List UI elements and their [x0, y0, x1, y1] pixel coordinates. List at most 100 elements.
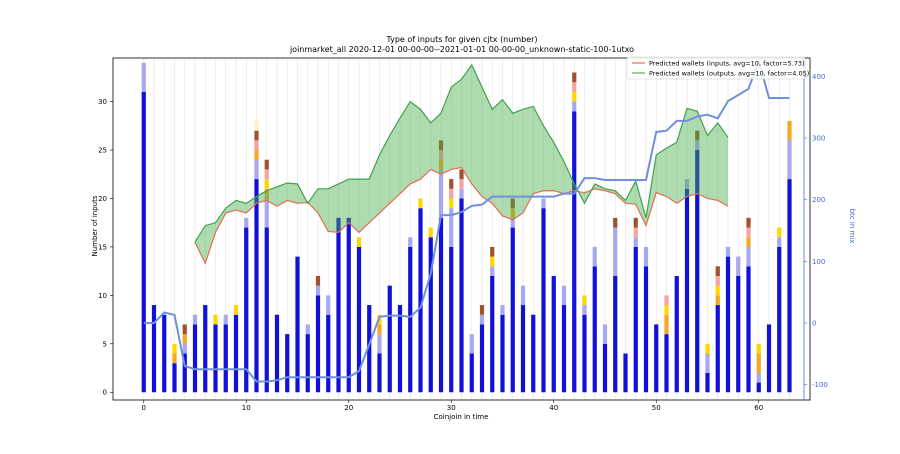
bar-segment [572, 101, 577, 112]
bar-segment [264, 198, 269, 228]
bar-segment [674, 275, 679, 393]
y2-tick-label: -100 [812, 381, 828, 389]
bar-segment [449, 188, 454, 199]
bar-segment [182, 324, 187, 335]
bar-segment [510, 227, 515, 393]
bar-segment [479, 305, 485, 315]
bar-segment [172, 343, 177, 354]
bar-segment [551, 275, 556, 393]
bar-segment [643, 266, 649, 393]
bar-segment [633, 227, 638, 238]
x-axis-label: Coinjoin in time [434, 413, 489, 421]
bar-segment [377, 334, 382, 354]
y-tick-label: 10 [98, 292, 107, 300]
bar-segment [213, 324, 218, 393]
bar-segment [141, 91, 146, 393]
bar-segment [264, 188, 269, 199]
bar-segment [408, 237, 413, 247]
bar-segment [459, 179, 464, 189]
bar-segment [469, 334, 474, 354]
bar-segment [787, 120, 792, 141]
bar-segment [572, 72, 577, 83]
bar-segment [459, 169, 464, 180]
bar-segment [664, 334, 669, 393]
bar-segment [510, 198, 515, 209]
x-tick-label: 30 [447, 404, 456, 412]
bar-segment [520, 305, 526, 393]
btc-in-mix-line [143, 57, 790, 383]
bar-segment [254, 130, 259, 141]
bar-segment [500, 305, 505, 315]
bar-segment [736, 275, 741, 393]
bar-segment [418, 208, 423, 393]
bar-segment [541, 198, 546, 209]
bar-segment [151, 305, 157, 393]
series-lines [143, 57, 790, 383]
bar-segment [295, 256, 300, 393]
bar-segment [203, 305, 208, 393]
bar-segment [305, 334, 310, 393]
y-tick-label: 25 [98, 147, 107, 155]
bar-segment [572, 111, 577, 393]
bar-segment [490, 246, 495, 257]
bar-segment [746, 266, 751, 393]
y-tick-label: 20 [98, 195, 107, 203]
bar-segment [777, 227, 782, 238]
bar-segment [408, 246, 413, 393]
bar-segment [182, 343, 187, 354]
bar-segment [715, 295, 720, 306]
stacked-bars [141, 62, 792, 393]
bar-segment [756, 372, 761, 383]
bar-segment [387, 285, 392, 393]
x-tick-label: 40 [549, 404, 558, 412]
bar-segment [479, 324, 485, 393]
bar-segment [777, 237, 782, 247]
bar-segment [592, 246, 597, 267]
bar-segment [469, 353, 474, 393]
bar-segment [582, 295, 587, 306]
bar-segment [602, 343, 608, 393]
legend-box [626, 56, 806, 80]
bar-segment [213, 314, 218, 325]
bar-segment [172, 363, 177, 393]
axes [112, 57, 811, 401]
bar-segment [264, 227, 269, 393]
y-tick-label: 5 [103, 340, 107, 348]
bar-segment [326, 314, 331, 393]
bar-segment [531, 314, 536, 393]
bar-segment [613, 217, 618, 228]
bar-segment [654, 324, 659, 393]
bar-segment [315, 285, 321, 296]
bar-segment [582, 305, 587, 315]
bar-segment [254, 140, 259, 151]
bar-segment [787, 140, 792, 180]
bar-segment [715, 266, 720, 276]
bar-segment [326, 295, 331, 315]
y2-tick-label: 100 [812, 258, 825, 266]
y2-axis-label: btc in mix [848, 209, 856, 244]
bar-segment [613, 227, 618, 276]
bar-segment [715, 305, 720, 393]
legend-outputs-label: Predicted wallets (outputs, avg=10, fact… [649, 70, 809, 78]
outputs-wallets-line [194, 63, 729, 243]
bar-segment [633, 217, 638, 228]
bar-segment [449, 208, 454, 247]
bar-segment [264, 169, 269, 180]
bar-segment [705, 372, 710, 393]
y2-tick-label: 400 [812, 73, 825, 81]
wallets-band [195, 64, 728, 264]
y-axis-label: Number of inputs [91, 195, 99, 256]
bar-segment [315, 275, 321, 286]
x-tick-label: 20 [344, 404, 353, 412]
bar-segment [274, 314, 280, 393]
chart-title: Type of inputs for given cjtx (number) [385, 35, 537, 44]
bar-segment [664, 314, 669, 335]
x-tick-label: 50 [652, 404, 661, 412]
bar-segment [377, 353, 382, 393]
bar-segment [438, 217, 444, 393]
bar-segment [746, 227, 751, 238]
bar-segment [725, 256, 731, 393]
bar-segment [254, 120, 259, 131]
